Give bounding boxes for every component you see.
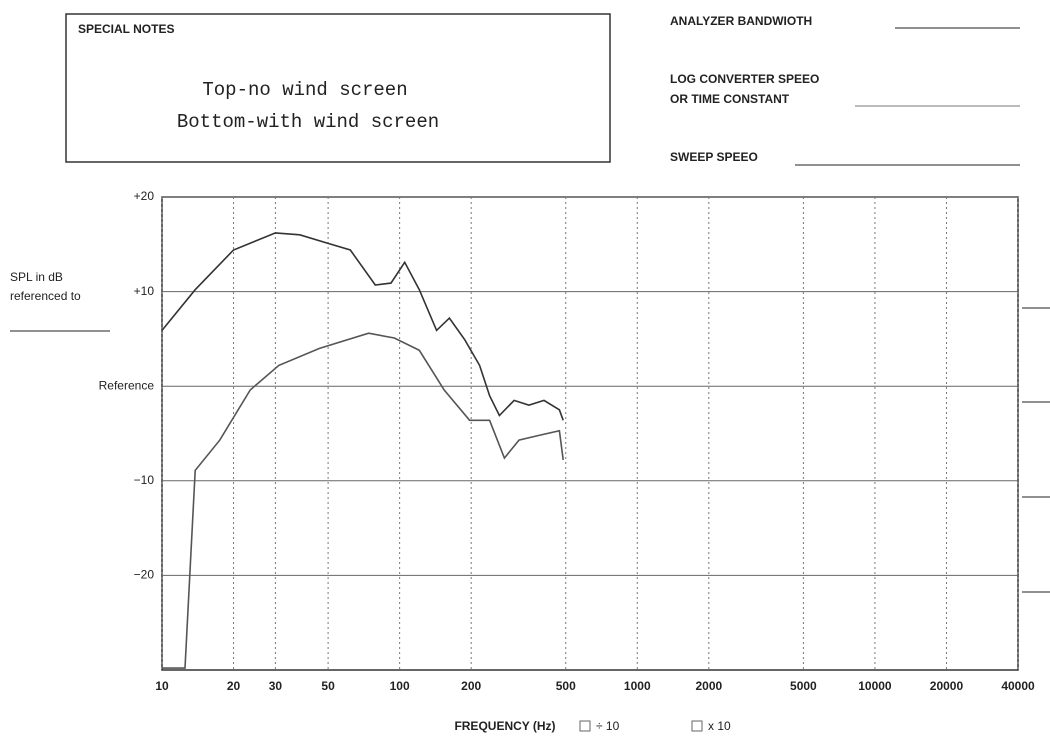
x-tick-label: 2000 bbox=[695, 679, 722, 693]
scale-option: ÷ 10 bbox=[596, 719, 620, 733]
scale-option: x 10 bbox=[708, 719, 731, 733]
notes-title: SPECIAL NOTES bbox=[78, 22, 174, 36]
note: Top-no wind screen bbox=[202, 79, 407, 101]
field-label: OR TIME CONSTANT bbox=[670, 92, 790, 106]
y-tick-label: −20 bbox=[134, 568, 155, 582]
x-tick-label: 5000 bbox=[790, 679, 817, 693]
y-tick-label: +20 bbox=[134, 189, 155, 203]
plot-frame bbox=[161, 196, 1019, 671]
checkbox bbox=[691, 720, 703, 732]
data-line bbox=[162, 332, 564, 669]
x-tick-label: 1000 bbox=[624, 679, 651, 693]
x-tick-label: 100 bbox=[390, 679, 410, 693]
x-tick-label: 10 bbox=[155, 679, 169, 693]
x-tick-label: 50 bbox=[321, 679, 335, 693]
x-tick-label: 500 bbox=[556, 679, 576, 693]
y-axis-label: referenced to bbox=[10, 289, 81, 303]
y-tick-label: −10 bbox=[134, 473, 155, 487]
field-label: SWEEP SPEEO bbox=[670, 150, 758, 164]
x-tick-label: 30 bbox=[269, 679, 283, 693]
notes-box bbox=[65, 13, 611, 163]
x-axis-label: FREQUENCY (Hz) bbox=[454, 719, 555, 733]
x-tick-label: 20 bbox=[227, 679, 241, 693]
field-label: ANALYZER BANDWIOTH bbox=[670, 14, 812, 28]
y-tick-label: +10 bbox=[134, 284, 155, 298]
checkbox bbox=[579, 720, 591, 732]
y-axis-label: SPL in dB bbox=[10, 270, 63, 284]
y-tick-label: Reference bbox=[99, 378, 155, 392]
data-line bbox=[161, 232, 564, 421]
x-tick-label: 20000 bbox=[930, 679, 964, 693]
x-tick-label: 40000 bbox=[1001, 679, 1035, 693]
field-label: LOG CONVERTER SPEEO bbox=[670, 72, 819, 86]
x-tick-label: 200 bbox=[461, 679, 481, 693]
note: Bottom-with wind screen bbox=[177, 111, 439, 133]
x-tick-label: 10000 bbox=[858, 679, 892, 693]
